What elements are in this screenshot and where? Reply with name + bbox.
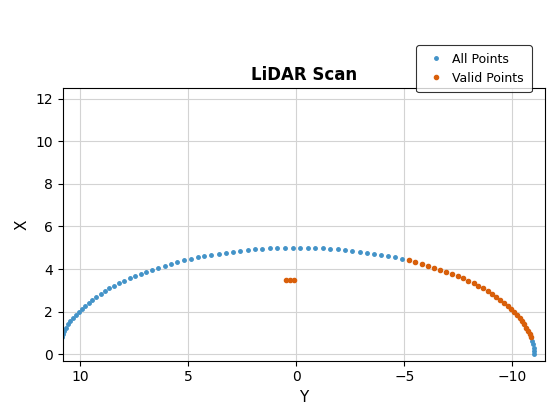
Valid Points bbox=[282, 277, 289, 282]
All Points bbox=[371, 251, 377, 256]
Title: LiDAR Scan: LiDAR Scan bbox=[251, 66, 357, 84]
All Points bbox=[529, 339, 535, 344]
Valid Points bbox=[497, 297, 503, 302]
Valid Points bbox=[501, 300, 507, 305]
Valid Points bbox=[480, 286, 487, 291]
Valid Points bbox=[514, 312, 520, 317]
Valid Points bbox=[460, 276, 466, 281]
Valid Points bbox=[484, 289, 491, 294]
Valid Points bbox=[508, 306, 515, 311]
Valid Points bbox=[431, 265, 437, 270]
Valid Points bbox=[291, 277, 297, 282]
Y-axis label: X: X bbox=[15, 219, 30, 230]
Valid Points bbox=[521, 322, 528, 327]
All Points bbox=[525, 328, 531, 333]
Valid Points bbox=[418, 261, 425, 266]
Valid Points bbox=[475, 284, 482, 289]
All Points bbox=[289, 245, 296, 250]
Valid Points bbox=[516, 315, 523, 320]
Valid Points bbox=[424, 263, 431, 268]
Line: Valid Points: Valid Points bbox=[281, 256, 535, 341]
Valid Points bbox=[405, 258, 412, 263]
All Points bbox=[116, 281, 123, 286]
All Points bbox=[312, 246, 319, 251]
Valid Points bbox=[454, 273, 461, 278]
Line: All Points: All Points bbox=[55, 244, 538, 358]
All Points bbox=[55, 352, 62, 357]
Valid Points bbox=[465, 278, 472, 284]
Valid Points bbox=[412, 260, 418, 265]
Valid Points bbox=[525, 328, 531, 333]
Valid Points bbox=[511, 309, 517, 314]
Valid Points bbox=[489, 291, 496, 297]
All Points bbox=[531, 352, 538, 357]
All Points bbox=[97, 291, 104, 297]
Valid Points bbox=[519, 318, 526, 323]
Valid Points bbox=[443, 269, 450, 274]
Valid Points bbox=[493, 294, 500, 299]
Valid Points bbox=[437, 267, 444, 272]
Valid Points bbox=[523, 325, 530, 330]
Valid Points bbox=[526, 332, 533, 337]
Valid Points bbox=[528, 335, 534, 340]
Valid Points bbox=[470, 281, 477, 286]
X-axis label: Y: Y bbox=[299, 390, 309, 405]
Valid Points bbox=[287, 277, 293, 282]
Valid Points bbox=[449, 271, 455, 276]
Legend: All Points, Valid Points: All Points, Valid Points bbox=[416, 45, 531, 92]
Valid Points bbox=[505, 303, 511, 308]
